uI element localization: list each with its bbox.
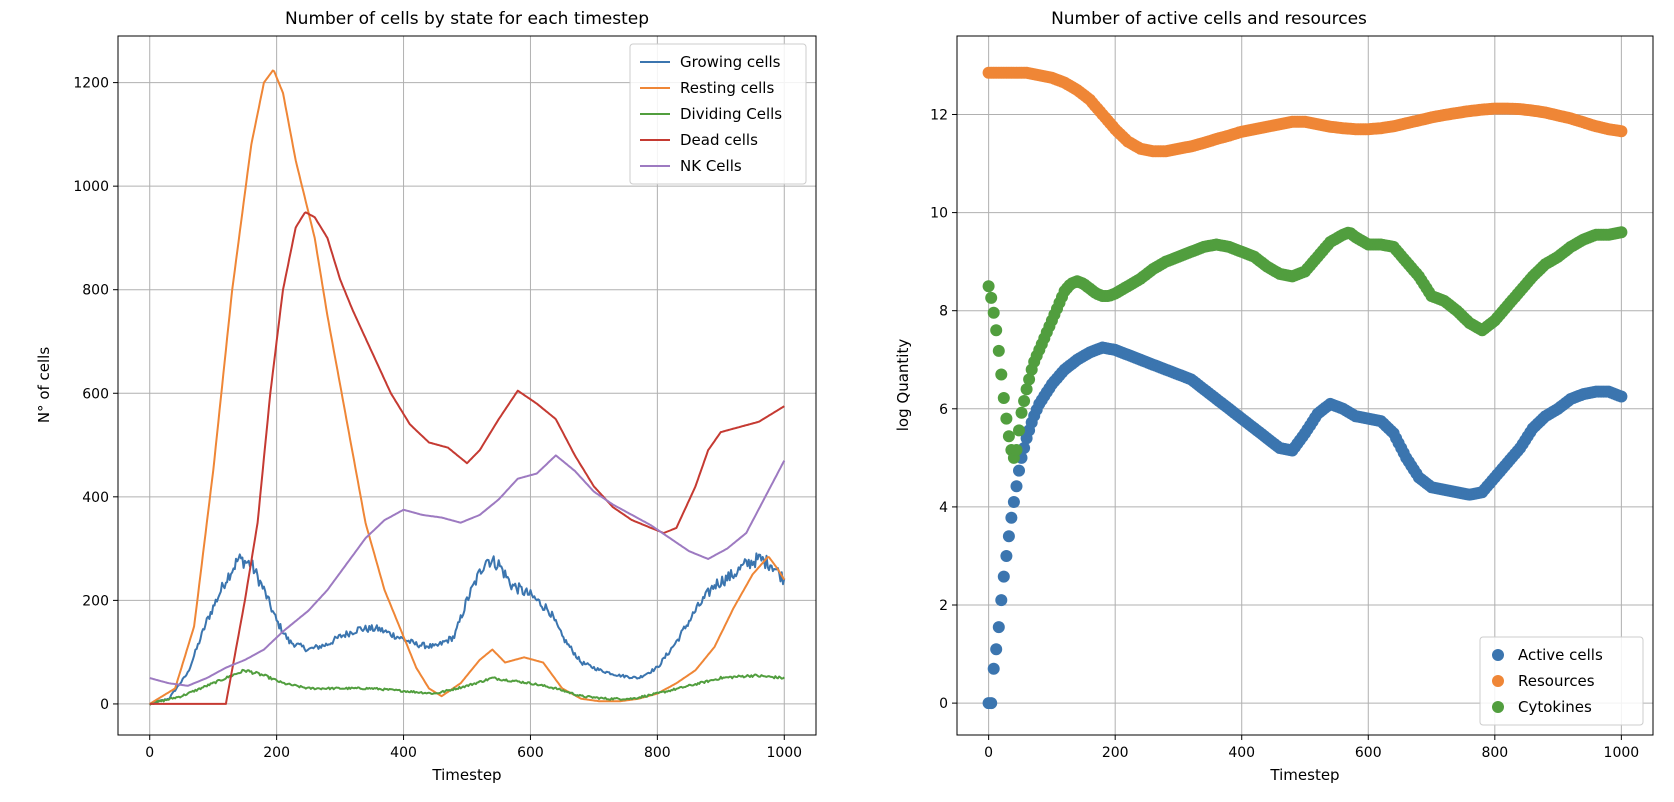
- active-cells-point: [1007, 496, 1020, 508]
- chart-title: Number of active cells and resources: [1051, 9, 1367, 29]
- y-axis-label: log Quantity: [894, 339, 912, 432]
- active-cells-point: [1010, 480, 1023, 493]
- resting-cells-line: [149, 69, 786, 705]
- x-axis-ticks: 0 200 400 600 800 1000: [984, 735, 1639, 761]
- active-cells-point: [1002, 530, 1015, 543]
- chart-title: Number of cells by state for each timest…: [285, 9, 649, 29]
- nk-cells-legend-label: NK Cells: [680, 157, 742, 175]
- y-tick-label: 1000: [73, 179, 109, 195]
- y-tick-label: 200: [82, 593, 109, 609]
- cytokines-point: [997, 392, 1010, 404]
- cytokines-point: [1015, 406, 1028, 419]
- cytokines-point: [1000, 412, 1013, 425]
- active-cells-resources-chart: Number of active cells and resources 0 20…: [894, 9, 1654, 784]
- axes-frame: [117, 35, 817, 736]
- x-tick-label: 800: [644, 745, 671, 761]
- cytokines-point: [985, 291, 998, 304]
- y-tick-label: 4: [939, 500, 948, 516]
- dead-cells-line: [149, 211, 785, 705]
- cytokines-point: [995, 368, 1008, 381]
- y-tick-label: 0: [939, 696, 948, 712]
- x-axis-label: Timestep: [431, 766, 501, 784]
- growing-cells-legend-label: Growing cells: [680, 53, 781, 71]
- cytokines-point: [1023, 373, 1036, 386]
- legend: Active cells Resources Cytokines: [1479, 636, 1644, 726]
- dividing-cells-line: [149, 668, 785, 706]
- plot-area: [982, 66, 1628, 710]
- active-cells-point: [1615, 390, 1628, 403]
- resting-cells-legend-label: Resting cells: [680, 79, 774, 97]
- active-cells-point: [985, 697, 998, 710]
- x-tick-label: 1000: [766, 745, 802, 761]
- y-tick-label: 10: [930, 206, 948, 222]
- resources-point: [1615, 125, 1628, 138]
- y-axis-label: N° of cells: [35, 347, 53, 424]
- cells-by-state-chart: Number of cells by state for each timest…: [35, 9, 817, 784]
- active-cells-legend-label: Active cells: [1518, 646, 1603, 664]
- legend-frame: [629, 43, 807, 185]
- y-tick-label: 600: [82, 386, 109, 402]
- resources-points: [982, 66, 1628, 158]
- cytokines-point: [1020, 383, 1033, 396]
- active-cells-point: [997, 570, 1010, 583]
- x-tick-label: 400: [390, 745, 417, 761]
- active-cells-points: [982, 341, 1628, 710]
- x-tick-label: 1000: [1604, 745, 1640, 761]
- cytokines-point: [1013, 424, 1025, 437]
- grid: [957, 36, 1653, 735]
- y-tick-label: 400: [82, 490, 109, 506]
- nk-cells-line: [149, 454, 786, 687]
- active-cells-point: [1000, 550, 1013, 562]
- y-axis-ticks: 0 200 400 600 800 1000 1200: [73, 76, 118, 713]
- active-cells-point: [992, 621, 1005, 634]
- cytokines-legend-label: Cytokines: [1518, 698, 1592, 716]
- y-tick-label: 1200: [73, 76, 109, 92]
- x-axis-ticks: 0 200 400 600 800 1000: [145, 735, 802, 761]
- x-tick-label: 400: [1228, 745, 1255, 761]
- x-tick-label: 200: [263, 745, 290, 761]
- x-tick-label: 800: [1481, 745, 1508, 761]
- growing-cells-line: [149, 552, 786, 705]
- cytokines-point: [987, 306, 1000, 319]
- y-tick-label: 6: [939, 402, 948, 418]
- resources-legend-label: Resources: [1518, 672, 1595, 690]
- dividing-cells-legend-label: Dividing Cells: [680, 105, 782, 123]
- active-cells-point: [987, 662, 1000, 675]
- x-tick-label: 0: [984, 745, 993, 761]
- active-cells-legend-swatch: [1492, 649, 1504, 661]
- active-cells-point: [990, 643, 1003, 656]
- legend-frame: [1479, 636, 1644, 726]
- axes-frame: [956, 35, 1654, 736]
- cytokines-point: [1018, 395, 1031, 407]
- cytokines-point: [982, 280, 995, 293]
- cytokines-legend-swatch: [1492, 701, 1504, 713]
- cytokines-point: [992, 344, 1005, 357]
- x-tick-label: 600: [517, 745, 544, 761]
- cytokines-point: [1615, 226, 1628, 239]
- cytokines-points: [982, 226, 1628, 464]
- cytokines-point: [1002, 430, 1015, 443]
- y-tick-label: 800: [82, 283, 109, 299]
- y-tick-label: 0: [100, 697, 109, 713]
- y-axis-ticks: 0 2 4 6 8 10 12: [930, 107, 957, 712]
- x-axis-label: Timestep: [1269, 766, 1339, 784]
- legend: Growing cells Resting cells Dividing Cells…: [629, 43, 807, 185]
- y-tick-label: 2: [939, 598, 948, 614]
- active-cells-point: [1005, 511, 1018, 524]
- cytokines-point: [1010, 444, 1023, 456]
- y-tick-label: 12: [930, 107, 948, 123]
- x-tick-label: 200: [1102, 745, 1129, 761]
- x-tick-label: 0: [145, 745, 154, 761]
- active-cells-point: [1013, 464, 1025, 477]
- dead-cells-legend-label: Dead cells: [680, 131, 758, 149]
- cytokines-point: [990, 324, 1003, 337]
- plot-area: [149, 69, 786, 706]
- y-tick-label: 8: [939, 304, 948, 320]
- x-tick-label: 600: [1355, 745, 1382, 761]
- active-cells-point: [995, 594, 1008, 607]
- resources-legend-swatch: [1492, 675, 1504, 687]
